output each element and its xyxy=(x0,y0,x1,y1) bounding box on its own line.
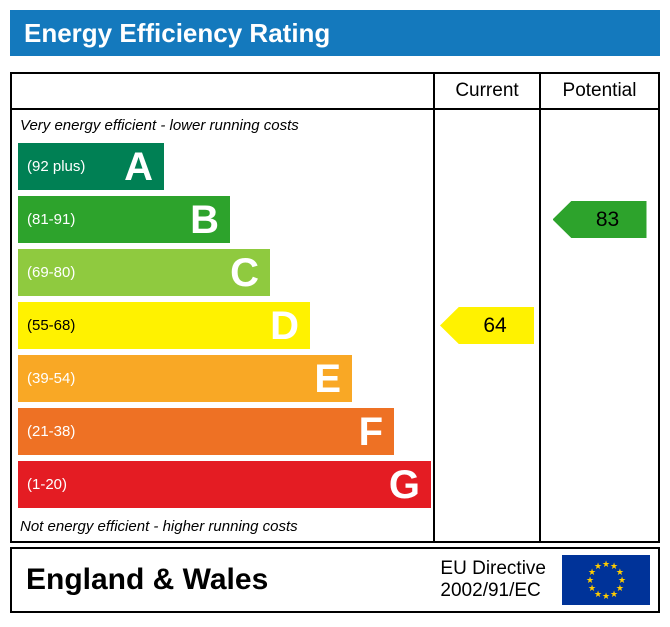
eu-star-icon: ★ xyxy=(602,591,610,601)
eu-directive-line2: 2002/91/EC xyxy=(440,580,541,601)
eu-star-icon: ★ xyxy=(588,567,596,577)
band-row-e: (39-54) E xyxy=(12,352,433,405)
footer-row: England & Wales EU Directive 2002/91/EC … xyxy=(10,547,660,613)
band-a-bar: (92 plus) A xyxy=(18,143,164,190)
arrow-slot xyxy=(435,405,539,458)
eu-star-icon: ★ xyxy=(594,561,602,571)
arrow-slot xyxy=(435,458,539,511)
band-e-letter: E xyxy=(314,356,341,401)
band-row-g: (1-20) G xyxy=(12,458,433,511)
eu-directive-text: EU Directive 2002/91/EC xyxy=(440,558,546,602)
arrow-slot xyxy=(435,140,539,193)
arrow-slot xyxy=(435,193,539,246)
arrow-slot xyxy=(435,246,539,299)
eu-star-icon: ★ xyxy=(586,575,594,585)
band-e-range: (39-54) xyxy=(27,370,76,387)
band-c-letter: C xyxy=(230,250,259,295)
column-header-potential: Potential xyxy=(539,74,658,108)
chart-body: Very energy efficient - lower running co… xyxy=(12,110,658,541)
arrow-slot xyxy=(541,299,658,352)
bands-area: Very energy efficient - lower running co… xyxy=(12,110,433,541)
eu-star-icon: ★ xyxy=(602,559,610,569)
band-g-letter: G xyxy=(388,462,420,507)
band-d-bar: (55-68) D xyxy=(18,302,310,349)
eu-flag-icon: ★ ★ ★ ★ ★ ★ ★ ★ ★ ★ ★ ★ xyxy=(562,555,650,605)
band-b-letter: B xyxy=(190,197,219,242)
column-header-current: Current xyxy=(433,74,539,108)
current-rating-value: 64 xyxy=(483,313,507,337)
eu-star-icon: ★ xyxy=(610,561,618,571)
band-e-bar: (39-54) E xyxy=(18,355,352,402)
chart-header-row: Current Potential xyxy=(12,74,658,110)
arrow-slot xyxy=(541,246,658,299)
band-row-d: (55-68) D xyxy=(12,299,433,352)
arrow-slot xyxy=(541,352,658,405)
page-title: Energy Efficiency Rating xyxy=(24,17,331,48)
arrow-slot xyxy=(541,405,658,458)
band-row-c: (69-80) C xyxy=(12,246,433,299)
bands: (92 plus) A (81-91) B (69-80) C xyxy=(12,140,433,511)
region-label: England & Wales xyxy=(26,563,269,596)
band-d-range: (55-68) xyxy=(27,317,76,334)
band-f-bar: (21-38) F xyxy=(18,408,394,455)
potential-rating-arrow: 83 xyxy=(552,201,647,238)
arrow-slot: 64 xyxy=(435,299,539,352)
band-b-range: (81-91) xyxy=(27,211,76,228)
band-f-range: (21-38) xyxy=(27,423,76,440)
band-c-bar: (69-80) C xyxy=(18,249,270,296)
band-g-range: (1-20) xyxy=(27,476,68,493)
band-a-letter: A xyxy=(124,144,153,189)
eu-star-icon: ★ xyxy=(618,575,626,585)
arrow-slot xyxy=(541,458,658,511)
header-spacer xyxy=(12,74,433,108)
band-d-letter: D xyxy=(270,303,299,348)
eu-star-icon: ★ xyxy=(616,583,624,593)
title-bar: Energy Efficiency Rating xyxy=(10,10,660,56)
arrow-slot: 83 xyxy=(541,193,658,246)
energy-rating-chart: Current Potential Very energy efficient … xyxy=(10,72,660,543)
band-c-range: (69-80) xyxy=(27,264,76,281)
caption-top: Very energy efficient - lower running co… xyxy=(20,116,299,134)
potential-column: 83 xyxy=(539,110,658,541)
eu-star-icon: ★ xyxy=(616,567,624,577)
band-a-range: (92 plus) xyxy=(27,158,86,175)
band-row-a: (92 plus) A xyxy=(12,140,433,193)
band-row-f: (21-38) F xyxy=(12,405,433,458)
arrow-slot xyxy=(435,352,539,405)
current-column: 64 xyxy=(433,110,539,541)
eu-directive-line1: EU Directive xyxy=(440,558,546,580)
band-f-letter: F xyxy=(358,409,383,454)
eu-star-icon: ★ xyxy=(610,589,618,599)
arrow-slot xyxy=(541,140,658,193)
band-b-bar: (81-91) B xyxy=(18,196,230,243)
band-g-bar: (1-20) G xyxy=(18,461,431,508)
eu-star-icon: ★ xyxy=(594,589,602,599)
eu-star-icon: ★ xyxy=(588,583,596,593)
caption-bottom: Not energy efficient - higher running co… xyxy=(20,517,298,535)
current-rating-arrow: 64 xyxy=(440,307,534,344)
band-row-b: (81-91) B xyxy=(12,193,433,246)
potential-rating-value: 83 xyxy=(595,207,620,231)
